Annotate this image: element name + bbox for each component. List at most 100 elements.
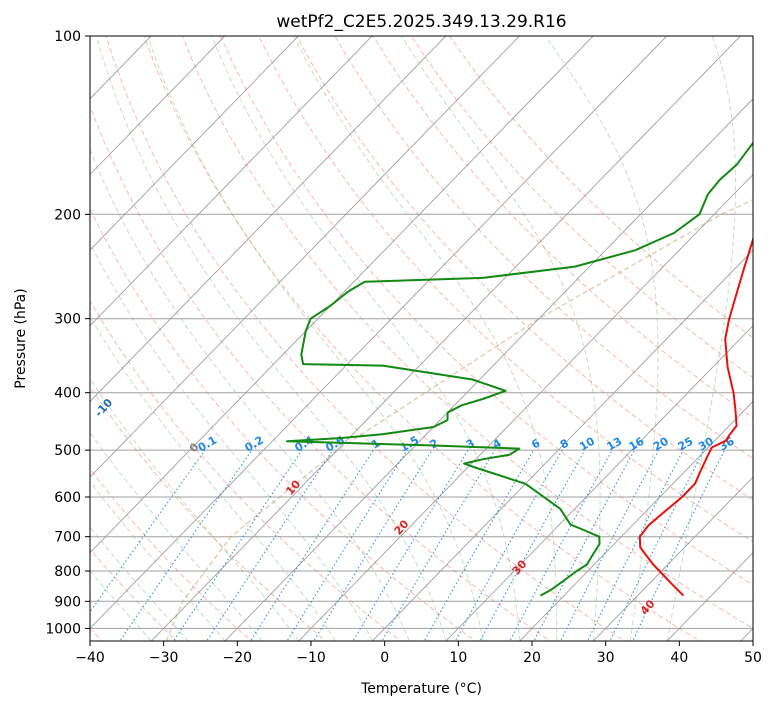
moist-adiabat-line [90, 148, 410, 641]
sounding-series [286, 141, 753, 597]
mixing-ratio-line [479, 449, 586, 641]
y-axis-label: Pressure (hPa) [13, 288, 29, 388]
mixing-ratio-label: 4 [490, 436, 503, 451]
dry-adiabat-line [296, 36, 753, 501]
mixing-ratio-line [90, 449, 206, 613]
moist-adiabat-line [90, 242, 373, 641]
isotherm-line [740, 627, 753, 641]
mixing-ratio-line [632, 449, 725, 641]
y-tick-label: 1000 [45, 621, 81, 637]
moist-adiabat-line [90, 570, 152, 641]
x-tick-label: −20 [223, 650, 253, 666]
temperature-trace [638, 236, 753, 597]
x-tick-label: 30 [597, 650, 615, 666]
dry-adiabat-line [90, 207, 477, 641]
y-tick-label: 700 [54, 530, 81, 546]
x-tick-label: 50 [744, 650, 762, 666]
mixing-ratio-line [509, 449, 613, 641]
mixing-ratio-line [381, 449, 496, 641]
isotherm-line [592, 476, 753, 641]
isotherm-line [298, 173, 753, 641]
x-tick-label: −40 [75, 650, 105, 666]
dry-adiabat-line [90, 468, 253, 641]
dewpoint-trace [286, 141, 753, 597]
isotherm-line [90, 36, 668, 630]
x-tick-label: 20 [523, 650, 541, 666]
y-tick-label: 300 [54, 312, 81, 328]
mixing-ratio-label: 25 [676, 435, 696, 454]
isotherm-line [90, 36, 447, 403]
moist-adiabat-line [147, 36, 484, 641]
x-axis-ticks: −40 −30 −20 −10 0 10 20 30 40 50 [75, 641, 762, 666]
dry-adiabat-line [334, 36, 753, 460]
mixing-ratio-label: 16 [627, 434, 647, 453]
moist-adiabat-line [90, 315, 337, 641]
y-tick-label: 200 [54, 207, 81, 223]
mixing-ratio-label: 20 [651, 434, 671, 453]
moist-adiabat-line [95, 36, 447, 641]
isotherm-line [90, 36, 521, 478]
moist-adiabat-line [401, 36, 601, 641]
x-tick-label: 40 [670, 650, 688, 666]
x-axis-label: Temperature (°C) [360, 681, 482, 697]
x-tick-label: 0 [380, 650, 389, 666]
dry-adiabat-line [90, 299, 402, 641]
isotherm-line [371, 249, 753, 641]
mixing-ratio-label: 2 [428, 437, 441, 452]
isotherm-line [224, 98, 753, 641]
mixing-ratio-line [172, 449, 303, 641]
dry-adiabat-line [258, 36, 753, 543]
dry-adiabat-line [143, 36, 701, 641]
mixing-ratio-line [609, 449, 705, 641]
x-tick-label: 10 [449, 650, 467, 666]
dry-adiabat-line [220, 36, 753, 586]
mixing-ratio-label: 3 [464, 437, 477, 452]
plot-frame [89, 35, 754, 642]
mixing-ratio-label: 6 [529, 436, 542, 451]
x-tick-label: −10 [296, 650, 326, 666]
dry-adiabat-label: 40 [638, 597, 658, 617]
moist-adiabat-line [90, 526, 189, 641]
dry-adiabat-label: 30 [510, 557, 530, 577]
y-axis-ticks: 100 200 300 400 500 600 700 800 900 1000 [45, 29, 90, 637]
background-lines [90, 36, 753, 641]
isotherm-line [90, 36, 594, 554]
dry-adiabat-line [448, 36, 753, 339]
y-tick-label: 500 [54, 443, 81, 459]
x-tick-label: −30 [149, 650, 179, 666]
moist-adiabat-line [90, 377, 300, 641]
mixing-ratio-line [249, 449, 374, 641]
dry-adiabat-line [410, 36, 753, 379]
chart-title: wetPf2_C2E5.2025.349.13.29.R16 [276, 12, 566, 32]
moist-adiabat-line [545, 36, 659, 641]
mixing-ratio-label: 10 [577, 434, 597, 453]
dry-adiabat-label: 20 [392, 517, 412, 537]
mixing-ratio-line [586, 449, 684, 641]
moist-adiabat-line [90, 431, 263, 641]
isotherm-line [90, 36, 226, 176]
dry-adiabat-line [181, 36, 753, 629]
mixing-ratio-label: 30 [696, 434, 716, 453]
mixing-ratio-line [119, 449, 253, 641]
mixing-ratio-line [206, 449, 334, 641]
mixing-ratio-line [559, 449, 660, 641]
dry-adiabat-label: -10 [92, 396, 115, 420]
y-tick-label: 100 [54, 29, 81, 45]
mixing-ratio-line [533, 449, 635, 641]
isotherm-line [90, 36, 300, 251]
moist-adiabat-line [666, 36, 737, 641]
isotherm-line [90, 36, 373, 327]
moist-adiabat-line [90, 480, 226, 641]
mixing-ratio-line [286, 449, 408, 641]
moist-adiabat-line [293, 36, 558, 641]
y-tick-label: 400 [54, 386, 81, 402]
isotherm-line [150, 36, 742, 641]
isotherm-line [445, 325, 753, 641]
mixing-ratio-label: 0.4 [293, 433, 317, 454]
y-tick-label: 600 [54, 490, 81, 506]
mixing-ratio-line [313, 449, 433, 641]
isotherm-line [519, 400, 753, 641]
y-tick-label: 900 [54, 594, 81, 610]
y-tick-label: 800 [54, 564, 81, 580]
